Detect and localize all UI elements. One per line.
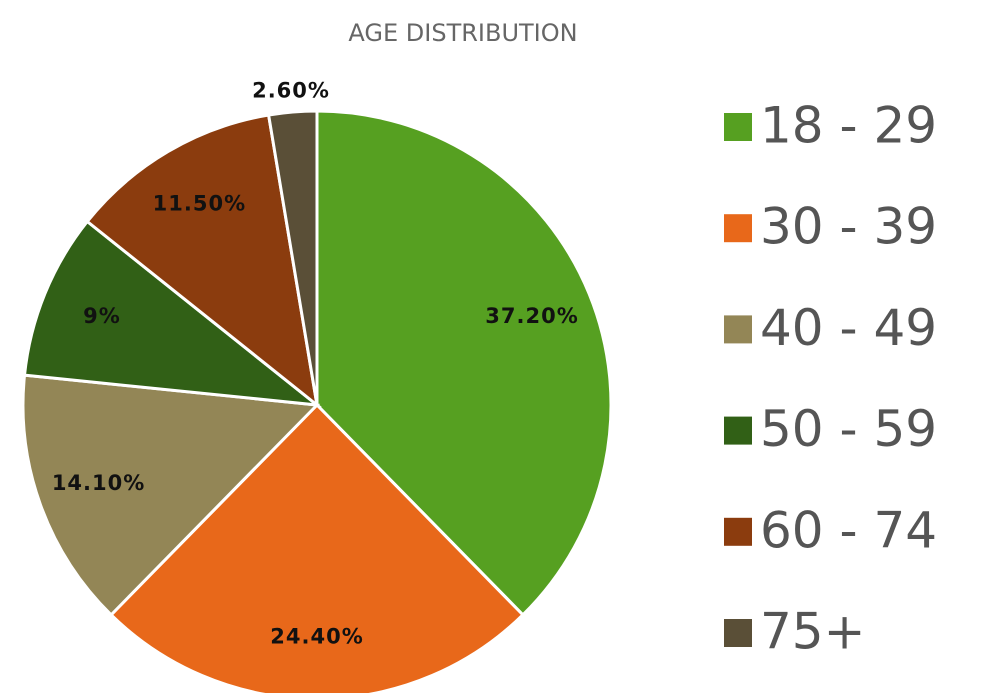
- legend-label: 75+: [760, 603, 866, 661]
- legend-label: 40 - 49: [760, 299, 937, 357]
- pie-slice: [22, 219, 322, 408]
- data-label: 11.50%: [153, 192, 246, 216]
- pie-slice: [85, 113, 320, 409]
- legend-label: 18 - 29: [760, 97, 937, 155]
- legend-label: 60 - 74: [760, 501, 937, 559]
- data-label: 9%: [83, 304, 121, 328]
- legend-label: 50 - 59: [760, 400, 937, 458]
- legend-swatch: [724, 315, 752, 344]
- data-label: 2.60%: [252, 78, 330, 102]
- pie-slice: [315, 109, 613, 617]
- legend-swatch: [724, 113, 752, 141]
- legend-label: 30 - 39: [760, 198, 937, 256]
- data-label: 37.20%: [485, 304, 578, 328]
- legend-swatch: [724, 517, 752, 546]
- pie-slice: [108, 402, 526, 693]
- pie-slice: [21, 373, 321, 617]
- chart-title: AGE DISTRIBUTION: [348, 19, 577, 47]
- legend-swatch: [724, 214, 752, 243]
- data-label: 24.40%: [270, 624, 363, 648]
- legend-swatch: [724, 619, 752, 647]
- data-label: 14.10%: [52, 471, 145, 495]
- pie-slice: [266, 109, 319, 406]
- legend-swatch: [724, 416, 752, 445]
